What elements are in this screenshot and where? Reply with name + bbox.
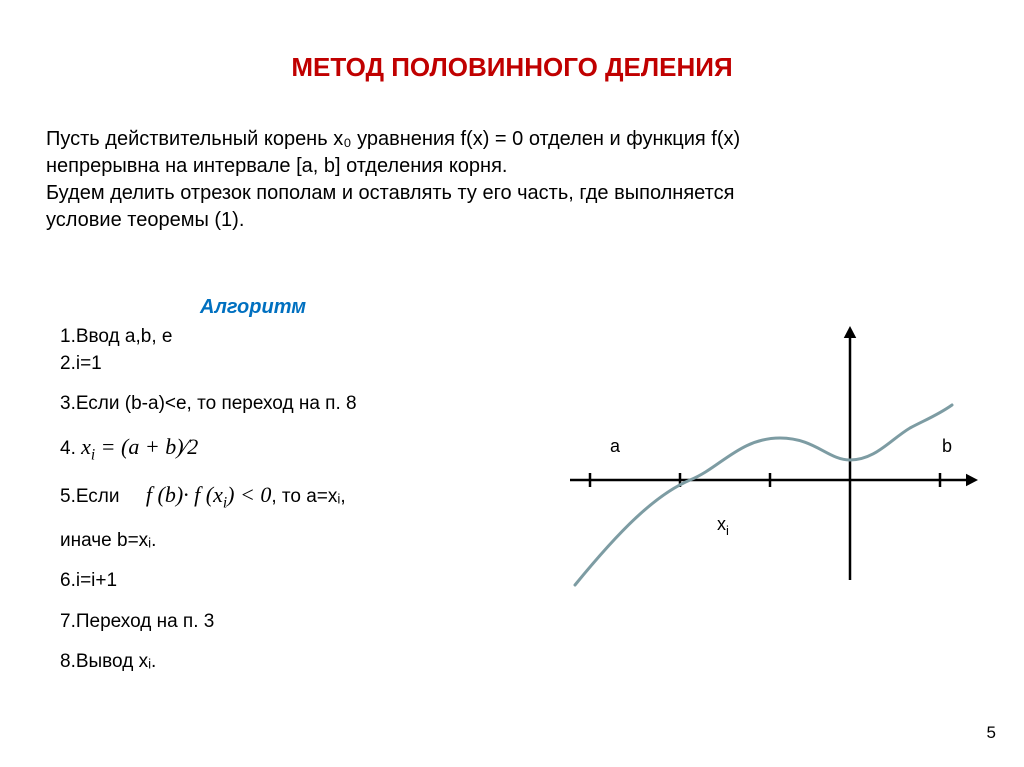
algo-step-5-formula: f (b)· f (xi) < 0 [146,482,271,507]
intro-line-1: Пусть действительный корень x₀ уравнения… [46,128,740,150]
algo-step-5: 5.Если f (b)· f (xi) < 0, то a=xᵢ, [60,480,357,514]
algo-step-4: 4. xi = (a + b)⁄2 [60,432,357,466]
algo-step-1: 1.Ввод a,b, e [60,324,357,351]
algorithm-heading: Алгоритм [200,296,306,319]
svg-text:a: a [610,436,621,456]
svg-text:xi: xi [717,514,729,538]
algo-step-6: 6.i=i+1 [60,568,357,595]
algo-step-5-else: иначе b=xᵢ. [60,528,357,555]
slide-title: МЕТОД ПОЛОВИННОГО ДЕЛЕНИЯ [0,52,1024,83]
algo-step-2: 2.i=1 [60,351,357,378]
algo-step-3: 3.Если (b-a)<e, то переход на п. 8 [60,391,357,418]
algo-step-4-formula: xi = (a + b)⁄2 [81,434,198,459]
intro-line-3: Будем делить отрезок пополам и оставлять… [46,182,734,204]
algo-step-4-prefix: 4. [60,438,81,459]
algorithm-steps: 1.Ввод a,b, e 2.i=1 3.Если (b-a)<e, то п… [60,324,357,690]
intro-line-4: условие теоремы (1). [46,209,244,231]
intro-line-2: непрерывна на интервале [a, b] отделения… [46,155,507,177]
page-number: 5 [987,723,996,743]
algo-step-5-prefix: 5.Если [60,486,120,507]
algo-step-7: 7.Переход на п. 3 [60,609,357,636]
algo-step-5-suffix: , то a=xᵢ, [271,486,345,507]
intro-text: Пусть действительный корень x₀ уравнения… [46,126,966,234]
algo-step-8: 8.Вывод xᵢ. [60,649,357,676]
bisection-plot: a b xi [560,320,980,600]
svg-text:b: b [942,436,952,456]
plot-svg: a b xi [560,320,980,600]
